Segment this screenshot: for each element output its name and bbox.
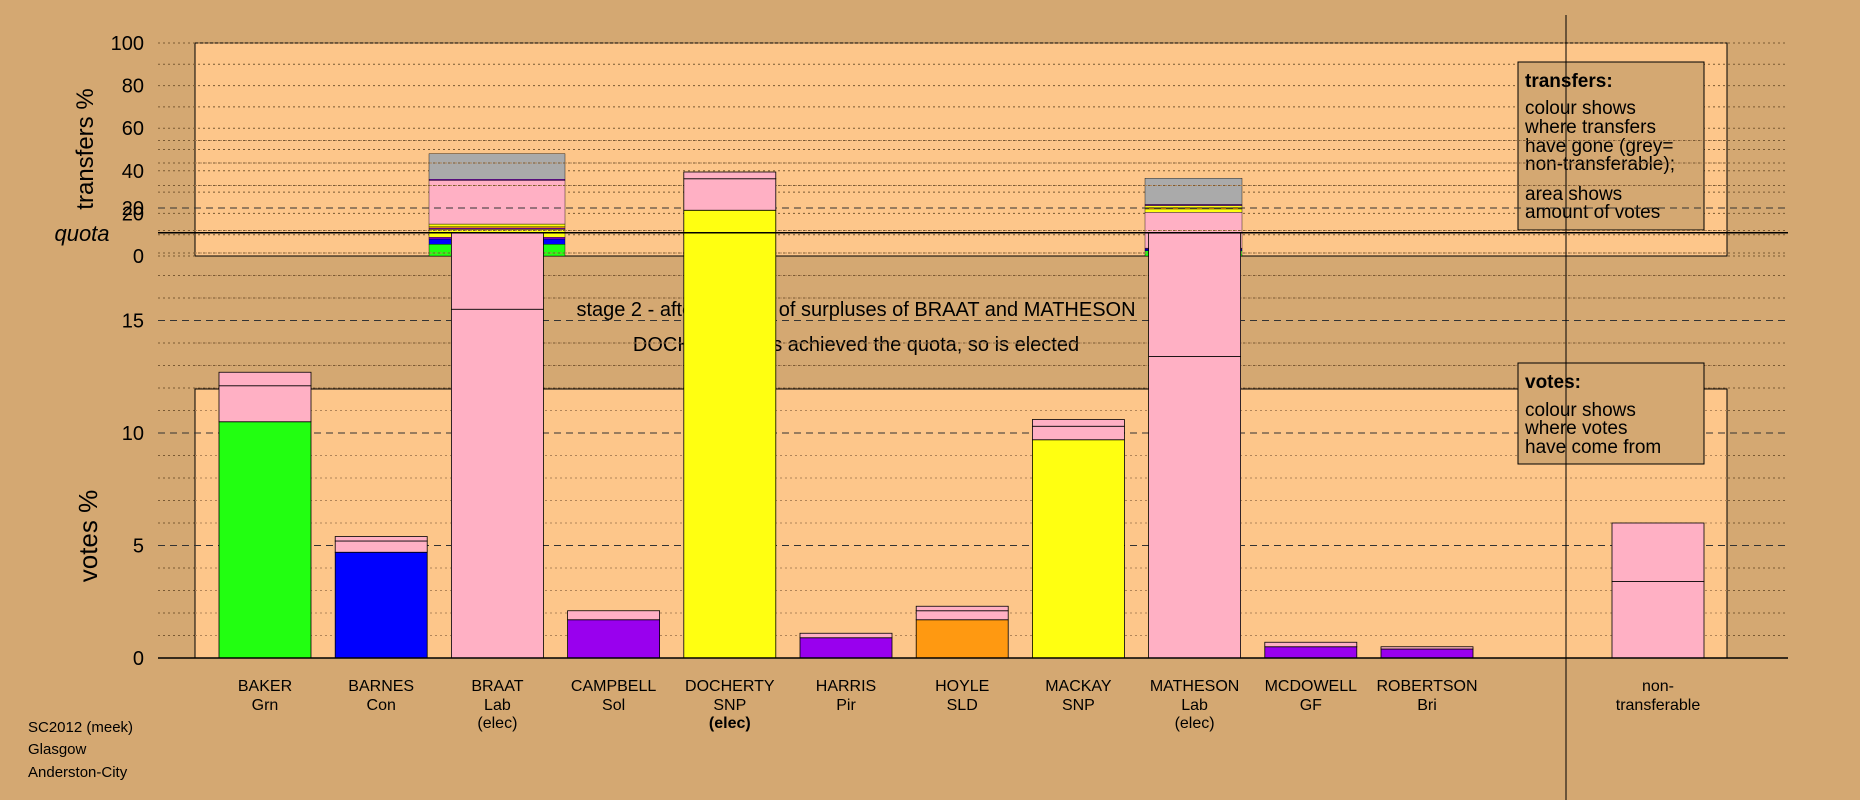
vote-bar-mackay-segment [1032, 439, 1125, 659]
votes-legend-line: colour shows [1525, 400, 1636, 421]
transfer-segment-non-transferable [1144, 178, 1243, 205]
vote-bar-barnes-segment [334, 540, 428, 553]
vote-bar-harris-segment [799, 637, 893, 659]
transfers-y-tick-label: 80 [122, 76, 144, 98]
vote-bar-baker-segment [218, 385, 312, 423]
nontransferable-bar-segment [1611, 581, 1705, 659]
candidate-name: DOCHERTY [685, 678, 775, 695]
votes-y-label: votes % [73, 490, 103, 583]
candidate-name: BARNES [348, 678, 414, 695]
votes-y-tick-label: 20 [122, 198, 144, 220]
quota-label: quota [54, 221, 109, 246]
transfer-segment-snp [1144, 205, 1243, 208]
vote-bar-campbell-segment [567, 619, 660, 659]
vote-bar-hoyle-segment [915, 610, 1009, 621]
vote-bar-robertson-segment [1380, 646, 1474, 650]
candidate-status: (elec) [709, 715, 751, 732]
transfers-y-tick-label: 60 [122, 118, 144, 140]
transfers-y-tick-label: 100 [111, 33, 144, 55]
nontransferable-bar-segment [1611, 522, 1705, 582]
vote-bar-baker-segment [218, 371, 312, 387]
footer-region: Glasgow [28, 741, 87, 758]
transfers-legend-title: transfers: [1525, 71, 1613, 92]
vote-bar-baker-segment [218, 421, 312, 659]
vote-bar-braat-segment [450, 308, 544, 659]
votes-y-tick-label: 0 [133, 648, 144, 670]
vote-bar-braat-segment [450, 232, 544, 310]
candidate-party: GF [1300, 697, 1322, 714]
votes-legend: votes: colour shows where votes have com… [1517, 362, 1705, 465]
vote-bar-docherty-segment [683, 171, 777, 180]
candidate-name: HOYLE [935, 678, 989, 695]
vote-bar-mcdowell-segment [1264, 641, 1358, 648]
votes-legend-line: where votes [1524, 418, 1627, 439]
footer-method: SC2012 (meek) [28, 719, 133, 736]
candidate-labels: BAKERGrnBARNESConBRAATLab(elec)CAMPBELLS… [238, 678, 1700, 732]
candidate-name: BAKER [238, 678, 292, 695]
candidate-name: MATHESON [1150, 678, 1239, 695]
votes-y-tick-label: 5 [133, 536, 144, 558]
votes-bars [218, 171, 1705, 659]
transfers-y-tick-label: 20 [122, 203, 144, 225]
transfers-legend-line: where transfers [1524, 117, 1656, 138]
candidate-party: SNP [1062, 697, 1095, 714]
candidate-name: HARRIS [816, 678, 876, 695]
transfers-legend-line: area shows [1525, 184, 1622, 205]
transfer-segment-non-transferable [428, 153, 566, 180]
candidate-party: SNP [713, 697, 746, 714]
vote-bar-barnes-segment [334, 551, 428, 659]
candidate-name: BRAAT [471, 678, 523, 695]
transfers-y-ticks: 0 20 40 60 80 100 [111, 33, 144, 268]
transfers-legend-line: amount of votes [1525, 202, 1660, 223]
transfers-legend-line: have gone (grey= [1525, 136, 1673, 157]
transfers-legend-line: non-transferable); [1525, 154, 1675, 175]
stage-title: stage 2 - after transfer of surpluses of… [576, 299, 1135, 321]
vote-bar-hoyle-segment [915, 605, 1009, 612]
candidate-party: Lab [484, 697, 511, 714]
candidate-name: MCDOWELL [1265, 678, 1358, 695]
transfers-y-tick-label: 0 [133, 246, 144, 268]
vote-bar-hoyle-segment [915, 619, 1009, 659]
candidate-name: ROBERTSON [1376, 678, 1477, 695]
transfer-segment-snp [428, 223, 566, 228]
vote-bar-docherty-segment [683, 178, 777, 211]
votes-y-ticks: 0 5 10 15 20 [122, 198, 144, 670]
candidate-name: CAMPBELL [571, 678, 656, 695]
vote-bar-mackay-segment [1032, 425, 1125, 441]
transfers-legend: transfers: colour shows where transfers … [1517, 61, 1705, 231]
vote-bar-harris-segment [799, 632, 893, 639]
vote-bar-matheson-segment [1148, 356, 1241, 659]
transfers-legend-line: colour shows [1525, 98, 1636, 119]
vote-bar-barnes-segment [334, 536, 428, 542]
vote-bar-mcdowell-segment [1264, 646, 1358, 659]
candidate-status: (elec) [477, 715, 517, 732]
vote-bar-mackay-segment [1032, 419, 1125, 427]
transfers-y-tick-label: 40 [122, 161, 144, 183]
candidate-status: (elec) [1175, 715, 1215, 732]
nontransferable-label: non- [1642, 678, 1674, 695]
candidate-party: Sol [602, 697, 625, 714]
vote-bar-docherty-segment [683, 209, 777, 659]
votes-y-tick-label: 15 [122, 311, 144, 333]
candidate-name: MACKAY [1045, 678, 1112, 695]
candidate-party: Pir [836, 697, 856, 714]
votes-legend-title: votes: [1525, 372, 1581, 393]
transfer-segment-snp [1144, 208, 1243, 213]
candidate-party: SLD [947, 697, 978, 714]
vote-bar-robertson-segment [1380, 648, 1474, 659]
votes-legend-line: have come from [1525, 437, 1661, 458]
votes-y-tick-label: 10 [122, 423, 144, 445]
vote-bar-matheson-segment [1148, 232, 1241, 357]
nontransferable-label: transferable [1616, 697, 1701, 714]
candidate-party: Lab [1181, 697, 1208, 714]
transfers-y-label: transfers % [72, 88, 99, 209]
footer-ward: Anderston-City [28, 764, 128, 781]
candidate-party: Bri [1417, 697, 1437, 714]
candidate-party: Grn [252, 697, 279, 714]
candidate-party: Con [367, 697, 396, 714]
vote-bar-campbell-segment [567, 610, 660, 621]
transfer-segment-lab [428, 180, 566, 225]
